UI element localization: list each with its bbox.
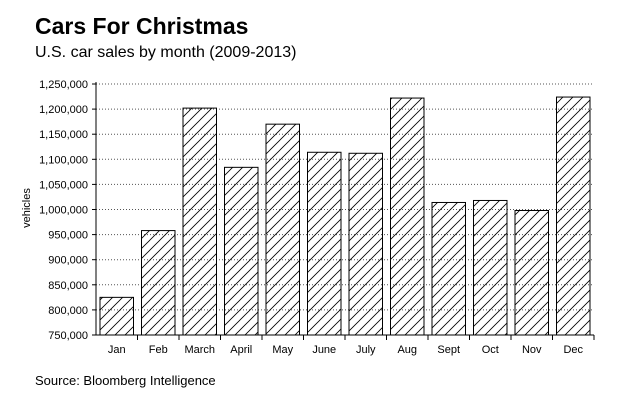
- bar-march: [182, 107, 217, 336]
- chart-title: Cars For Christmas: [35, 13, 249, 39]
- y-axis-label: vehicles: [21, 188, 33, 228]
- bar-may: [265, 123, 300, 336]
- bar-april: [224, 166, 259, 336]
- y-tick-label: 1,100,000: [39, 154, 88, 166]
- y-tick-label: 1,150,000: [39, 129, 88, 141]
- y-tick-label: 850,000: [48, 280, 88, 292]
- bar-june: [307, 151, 342, 336]
- x-tick-label: Feb: [149, 344, 168, 356]
- y-tick-label: 900,000: [48, 255, 88, 267]
- bar-nov: [514, 210, 549, 336]
- bar-oct: [473, 199, 508, 336]
- x-tick-label: May: [272, 344, 293, 356]
- tick-labels: 750,000 800,000 850,000 900,000 950,000 1,000…: [39, 79, 583, 356]
- gridlines: [96, 83, 594, 311]
- chart-subtitle: U.S. car sales by month (2009-2013): [35, 44, 297, 61]
- x-tick-label: June: [312, 344, 336, 356]
- x-tick-label: April: [230, 344, 252, 356]
- x-tick-label: Aug: [397, 344, 417, 356]
- chart-source: Source: Bloomberg Intelligence: [35, 373, 216, 388]
- y-tick-label: 800,000: [48, 305, 88, 317]
- x-tick-label: Oct: [482, 344, 499, 356]
- bar-aug: [390, 97, 425, 336]
- bar-feb: [141, 230, 176, 336]
- bar-july: [348, 152, 383, 336]
- bar-sept: [431, 201, 466, 336]
- bars: [99, 96, 591, 336]
- x-tick-label: Sept: [437, 344, 460, 356]
- bar-dec: [556, 96, 591, 336]
- y-tick-label: 750,000: [48, 330, 88, 342]
- y-tick-label: 1,200,000: [39, 104, 88, 116]
- y-tick-label: 1,250,000: [39, 79, 88, 91]
- x-tick-label: March: [184, 344, 215, 356]
- y-tick-label: 1,000,000: [39, 205, 88, 217]
- x-tick-label: July: [356, 344, 376, 356]
- x-tick-label: Nov: [522, 344, 542, 356]
- axes: [92, 82, 595, 340]
- y-tick-label: 1,050,000: [39, 179, 88, 191]
- y-tick-label: 950,000: [48, 230, 88, 242]
- x-tick-label: Dec: [563, 344, 583, 356]
- x-tick-label: Jan: [108, 344, 126, 356]
- bar-jan: [99, 296, 134, 336]
